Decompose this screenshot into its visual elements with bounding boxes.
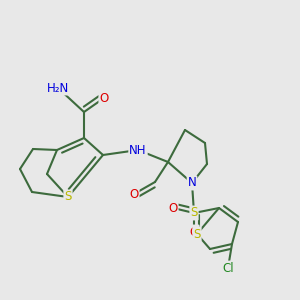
Text: S: S <box>193 227 201 241</box>
Text: O: O <box>189 226 199 238</box>
Text: Cl: Cl <box>222 262 234 275</box>
Text: O: O <box>99 92 109 104</box>
Text: N: N <box>188 176 196 190</box>
Text: S: S <box>190 206 198 220</box>
Text: NH: NH <box>129 143 147 157</box>
Text: S: S <box>64 190 72 203</box>
Text: O: O <box>168 202 178 214</box>
Text: H₂N: H₂N <box>47 82 69 94</box>
Text: O: O <box>129 188 139 200</box>
